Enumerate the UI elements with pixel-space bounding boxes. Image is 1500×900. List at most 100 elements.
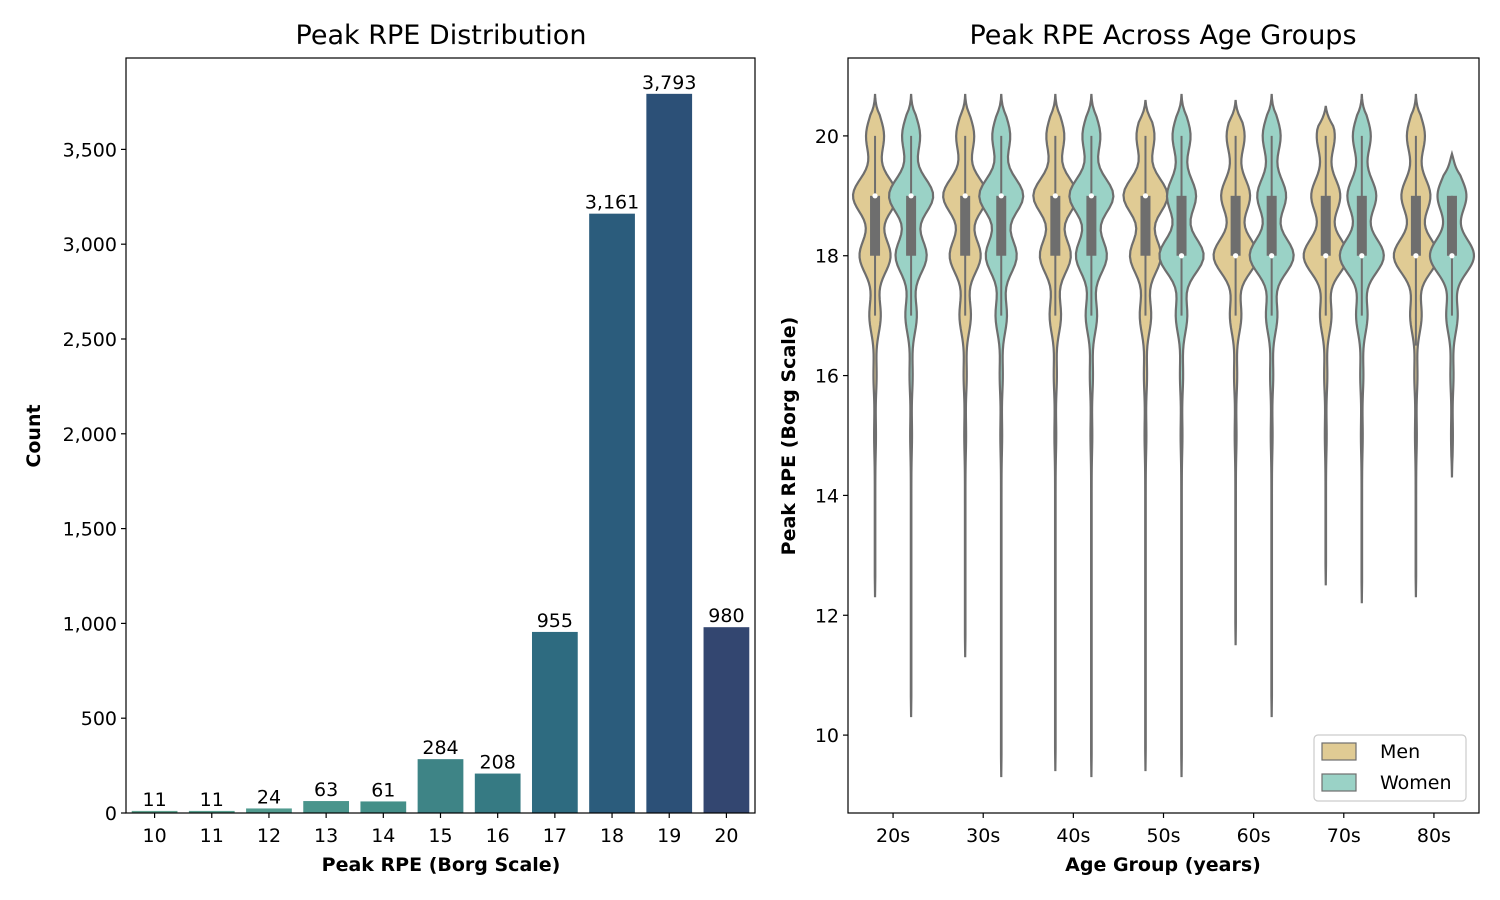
violin-iqr-box [1320,195,1331,256]
bar-19 [646,93,693,813]
violin-iqr-box [1266,195,1277,256]
y-tick-label: 2,000 [63,424,117,446]
violin-men-50s [1122,99,1169,772]
bar-12 [246,808,292,813]
x-tick-label: 16 [486,825,510,847]
bar-17 [531,631,578,813]
y-tick-label: 3,000 [63,234,117,256]
violin-iqr-box [1446,195,1457,256]
x-tick-label: 19 [657,825,681,847]
violin-median-dot [962,193,968,199]
violin-iqr-box [1140,195,1151,256]
violin-chart-panel: Peak RPE Across Age Groups Age Group (ye… [778,20,1480,876]
legend-swatch-women [1321,773,1357,792]
violin-women-70s [1338,93,1385,604]
y-tick-label: 1,000 [63,613,117,635]
violin-iqr-box [1230,195,1241,256]
violin-median-dot [1413,253,1419,259]
bar-chart-ylabel: Count [23,404,45,467]
x-tick-label: 50s [1146,825,1180,847]
bar-data-label: 63 [314,779,338,801]
violin-median-dot [1088,193,1094,199]
violin-median-dot [998,193,1004,199]
bar-chart-frame [125,57,756,814]
violin-chart-ylabel: Peak RPE (Borg Scale) [778,317,800,556]
y-tick-label: 1,500 [63,519,117,541]
x-tick-label: 18 [600,825,624,847]
violin-median-dot [1323,253,1329,259]
violin-median-dot [1449,253,1455,259]
legend-swatch-men [1321,742,1357,761]
bar-data-label: 3,161 [585,192,639,214]
bar-chart-xlabel: Peak RPE (Borg Scale) [322,854,561,876]
violin-women-30s [978,93,1025,778]
violin-legend: Men Women [1313,734,1467,802]
x-tick-label: 10 [142,825,166,847]
violin-women-40s [1068,93,1115,778]
y-tick-label: 0 [105,803,117,825]
violin-iqr-box [996,195,1007,256]
violin-iqr-box [1176,195,1187,256]
bar-data-label: 24 [257,786,281,808]
y-tick-label: 12 [815,605,839,627]
y-tick-label: 3,500 [63,139,117,161]
bar-data-label: 980 [708,605,744,627]
violin-iqr-box [906,195,917,256]
x-tick-label: 17 [543,825,567,847]
violin-men-30s [942,93,989,658]
bar-16 [474,773,521,813]
violin-iqr-box [1086,195,1097,256]
bar-data-label: 11 [142,789,166,811]
x-tick-label: 20s [876,825,910,847]
violin-median-dot [1233,253,1239,259]
violin-iqr-box [1050,195,1061,256]
x-tick-label: 12 [257,825,281,847]
x-tick-label: 15 [428,825,452,847]
bar-data-label: 11 [200,789,224,811]
violin-chart-xlabel: Age Group (years) [1065,854,1261,876]
bar-14 [360,801,407,813]
violin-iqr-box [1410,195,1421,256]
violin-median-dot [1359,253,1365,259]
bar-data-label: 3,793 [642,72,696,94]
violin-median-dot [872,193,878,199]
bar-chart-plot-area: 11 10 11 11 24 12 63 13 61 14 284 15 208 16 955 17 3,161… [63,57,756,847]
bar-10 [131,810,178,813]
bar-18 [589,213,635,813]
bar-data-label: 955 [537,610,573,632]
violin-median-dot [908,193,914,199]
bar-15 [417,759,464,813]
bar-chart-panel: Peak RPE Distribution Peak RPE (Borg Sca… [23,20,756,876]
x-tick-label: 60s [1237,825,1271,847]
violin-women-50s [1158,93,1205,778]
violin-iqr-box [870,195,881,256]
bar-11 [188,810,235,813]
x-tick-label: 14 [371,825,395,847]
violin-women-20s [887,93,935,718]
violin-chart-frame [847,57,1480,814]
violin-chart-title: Peak RPE Across Age Groups [969,20,1356,51]
violin-men-40s [1032,93,1079,772]
y-tick-label: 18 [815,246,839,268]
bar-13 [303,801,350,813]
violin-men-80s [1392,93,1440,598]
violin-median-dot [1178,253,1185,259]
legend-label-men: Men [1380,741,1420,763]
violin-iqr-box [1356,195,1367,256]
bar-data-label: 208 [480,752,516,774]
violin-median-dot [1269,253,1275,259]
violin-median-dot [1052,193,1058,199]
y-tick-label: 16 [815,366,839,388]
x-tick-label: 13 [314,825,338,847]
violin-chart-plot-area: 20s 30s 40s 50s 60s 70s 80s 10 12 14 16 18 20 [815,57,1480,847]
bar-data-label: 61 [371,779,395,801]
bar-20 [703,627,750,813]
violin-median-dot [1142,193,1149,199]
violin-men-70s [1302,105,1349,586]
y-tick-label: 20 [815,126,839,148]
violin-women-60s [1248,93,1295,718]
violin-men-60s [1212,99,1259,646]
x-tick-label: 80s [1417,825,1451,847]
x-tick-label: 40s [1056,825,1090,847]
